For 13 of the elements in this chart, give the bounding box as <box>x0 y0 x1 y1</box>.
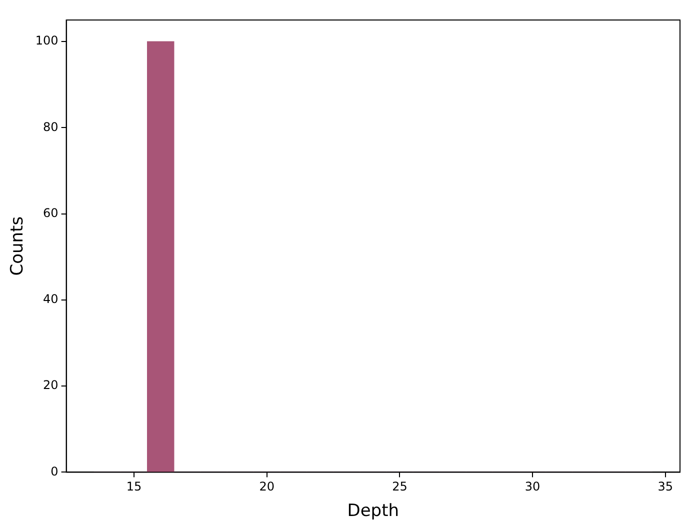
y-tick-label: 0 <box>50 464 58 478</box>
y-tick-label: 80 <box>43 120 58 134</box>
y-tick-label: 40 <box>43 292 58 306</box>
y-tick-label: 100 <box>35 34 58 48</box>
y-tick-label: 60 <box>43 206 58 220</box>
x-tick-label: 25 <box>392 480 408 494</box>
x-tick-label: 30 <box>524 480 540 494</box>
x-tick-label: 15 <box>126 480 142 494</box>
y-tick-label: 20 <box>43 378 58 392</box>
x-axis-title: Depth <box>347 501 400 522</box>
y-axis-title: Counts <box>8 216 28 276</box>
x-tick-label: 35 <box>658 480 674 494</box>
x-tick-label: 20 <box>259 480 275 494</box>
